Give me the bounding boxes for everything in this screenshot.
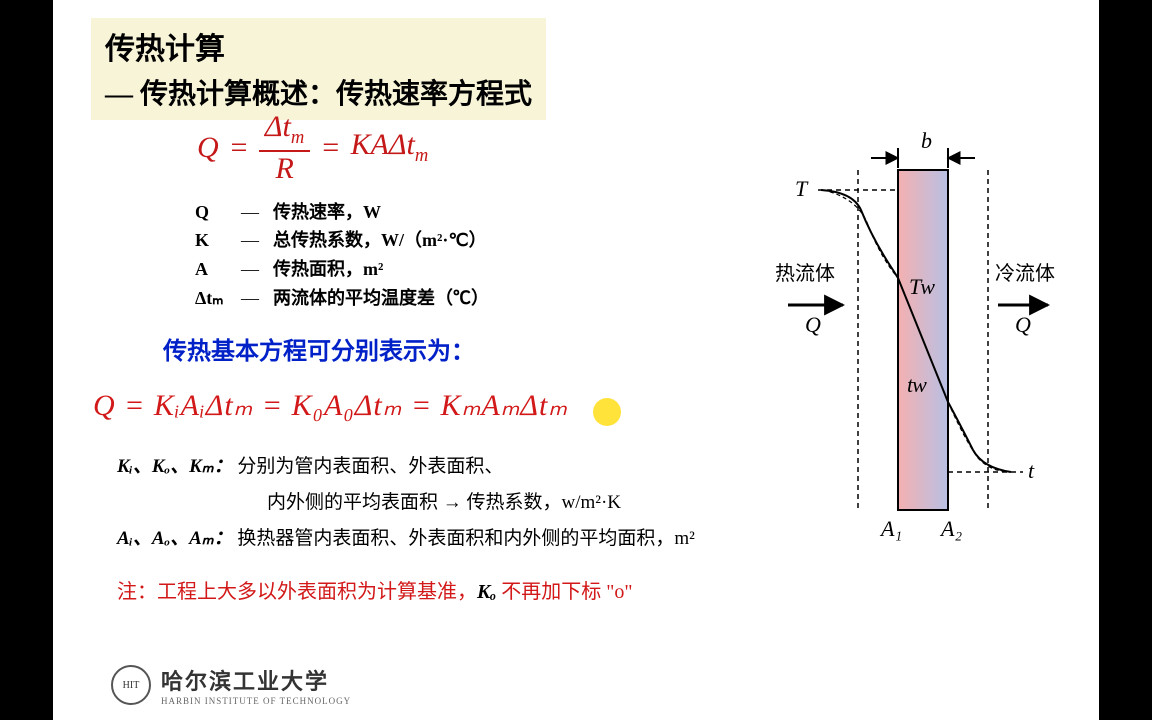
equation-main: Q = Δtm R = KAΔtm: [197, 112, 727, 184]
def-row: Q—传热速率，W: [195, 198, 727, 227]
eq1-eq2: =: [320, 131, 340, 165]
note-line: 注：工程上大多以外表面积为计算基准，Kₒ 不再加下标 "o": [117, 575, 727, 604]
university-logo: HIT 哈尔滨工业大学 HARBIN INSTITUTE OF TECHNOLO…: [111, 664, 351, 706]
def-row: K—总传热系数，W/（m²·℃）: [195, 226, 727, 255]
def-row: A—传热面积，m²: [195, 255, 727, 284]
label-Q-right: Q: [1015, 312, 1031, 337]
laser-pointer-icon: [593, 398, 621, 426]
legend-a-row: Aᵢ、Aₒ、Aₘ： 换热器管内表面积、外表面积和内外侧的平均面积，m²: [117, 521, 727, 557]
seal-icon: HIT: [111, 665, 151, 705]
label-tw: tᴡ: [907, 372, 927, 397]
eq1-fraction: Δtm R: [259, 112, 310, 184]
legend-k-row2: 内外侧的平均表面积 → 传热系数，w/m²·K: [267, 485, 727, 521]
blue-caption: 传热基本方程可分别表示为：: [163, 331, 727, 366]
label-hot: 热流体: [775, 262, 835, 285]
title-sub: — 传热计算概述：传热速率方程式: [105, 72, 532, 112]
label-A2: A₂: [939, 516, 962, 541]
label-t: t: [1028, 458, 1035, 483]
slide: 传热计算 — 传热计算概述：传热速率方程式 Q = Δtm R = KAΔtm …: [53, 0, 1099, 720]
uni-en: HARBIN INSTITUTE OF TECHNOLOGY: [161, 696, 351, 706]
label-cold: 冷流体: [995, 262, 1055, 285]
label-b: b: [921, 130, 932, 153]
eq1-lhs: Q: [197, 131, 219, 165]
label-T: T: [795, 176, 809, 201]
equation-expanded: Q = KᵢAᵢΔtₘ = K₀A₀Δtₘ = KₘAₘΔtₘ: [93, 388, 727, 423]
uni-cn: 哈尔滨工业大学: [161, 664, 351, 696]
content-area: Q = Δtm R = KAΔtm Q—传热速率，W K—总传热系数，W/（m²…: [87, 112, 727, 604]
legend-block: Kᵢ、Kₒ、Kₘ： 分别为管内表面积、外表面积、 内外侧的平均表面积 → 传热系…: [117, 449, 727, 557]
label-Q-left: Q: [805, 312, 821, 337]
title-main: 传热计算: [105, 24, 532, 68]
eq1-eq1: =: [229, 131, 249, 165]
def-row: Δtₘ—两流体的平均温度差（℃）: [195, 284, 727, 313]
title-box: 传热计算 — 传热计算概述：传热速率方程式: [91, 18, 546, 120]
legend-k-row: Kᵢ、Kₒ、Kₘ： 分别为管内表面积、外表面积、: [117, 449, 727, 485]
eq1-rhs: KAΔtm: [351, 128, 429, 167]
label-Tw: Tᴡ: [909, 274, 935, 299]
heat-wall-diagram: b T t Tᴡ tᴡ 热流体: [743, 130, 1063, 550]
label-A1: A₁: [879, 516, 902, 541]
definitions-list: Q—传热速率，W K—总传热系数，W/（m²·℃） A—传热面积，m² Δtₘ—…: [195, 198, 727, 313]
